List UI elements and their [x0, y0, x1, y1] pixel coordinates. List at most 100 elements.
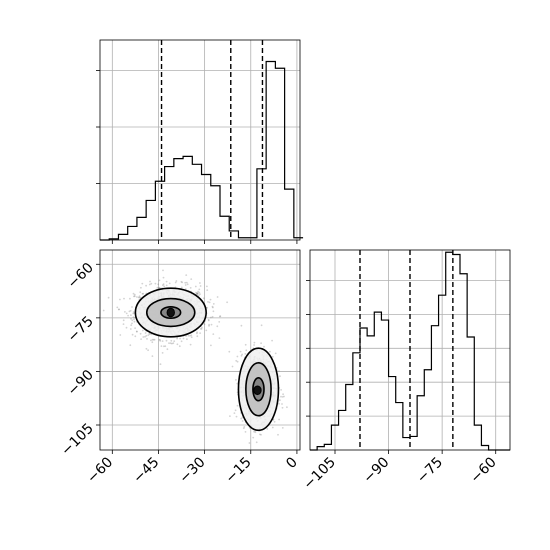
scatter-point — [260, 342, 262, 345]
scatter-point — [165, 339, 168, 342]
scatter-point — [199, 332, 202, 334]
scatter-point — [278, 370, 280, 373]
scatter-point — [145, 284, 148, 287]
scatter-point — [133, 293, 136, 296]
scatter-point — [259, 433, 261, 436]
scatter-point — [165, 284, 168, 287]
scatter-point — [282, 393, 284, 396]
scatter-point — [136, 330, 138, 333]
scatter-point — [160, 345, 163, 347]
scatter-point — [198, 288, 201, 291]
scatter-point — [231, 365, 234, 368]
scatter-point — [168, 282, 171, 285]
scatter-point — [119, 334, 122, 336]
scatter-point — [198, 294, 200, 297]
scatter-point — [243, 426, 246, 428]
scatter-point — [130, 324, 133, 327]
scatter-point — [199, 282, 201, 284]
scatter-point — [196, 331, 199, 334]
scatter-point — [189, 343, 192, 346]
scatter-point — [186, 338, 188, 341]
scatter-point — [209, 298, 212, 301]
scatter-point — [197, 290, 200, 293]
scatter-point — [236, 404, 239, 407]
scatter-point — [206, 285, 208, 288]
x-tick-label: −75 — [414, 454, 446, 486]
scatter-point — [274, 352, 277, 355]
scatter-point — [212, 310, 215, 313]
scatter-point — [196, 292, 199, 295]
scatter-point — [136, 296, 138, 298]
x-tick-label: −105 — [300, 454, 339, 493]
scatter-point — [271, 339, 273, 342]
scatter-point — [216, 325, 219, 328]
scatter-point — [253, 341, 256, 344]
scatter-point — [226, 301, 229, 304]
scatter-point — [241, 353, 244, 356]
scatter-point — [132, 292, 135, 295]
scatter-xy-frame — [99, 249, 301, 451]
scatter-point — [122, 323, 125, 325]
scatter-point — [196, 335, 199, 338]
scatter-point — [196, 332, 198, 335]
scatter-point — [142, 336, 145, 338]
scatter-point — [127, 314, 129, 317]
y-tick-label: −60 — [65, 260, 97, 292]
scatter-point — [273, 420, 276, 423]
scatter-point — [196, 292, 198, 295]
scatter-point — [190, 336, 193, 339]
scatter-point — [129, 344, 132, 347]
x-tick-label: −15 — [223, 454, 255, 486]
scatter-point — [236, 360, 239, 363]
scatter-point — [236, 355, 239, 358]
scatter-point — [184, 288, 187, 290]
hist-x-yticks — [96, 70, 100, 184]
scatter-point — [219, 315, 221, 318]
scatter-point — [271, 355, 274, 358]
scatter-xy-yticks: −60 −75 −90 −105 — [58, 260, 100, 459]
scatter-point — [180, 340, 183, 343]
scatter-point — [207, 301, 209, 303]
scatter-point — [123, 297, 125, 300]
hist-y-xticks: −105 −90 −75 −60 — [300, 450, 500, 493]
scatter-point — [281, 403, 283, 405]
scatter-point — [278, 402, 280, 405]
scatter-point — [269, 350, 271, 353]
scatter-point — [190, 334, 193, 337]
scatter-point — [210, 344, 212, 347]
scatter-point — [171, 342, 173, 345]
scatter-point — [254, 431, 257, 434]
scatter-point — [194, 285, 197, 288]
hist-x-grid — [100, 40, 300, 240]
hist-y-yticks — [306, 280, 310, 417]
scatter-point — [260, 433, 262, 436]
x-tick-label: −60 — [84, 454, 116, 486]
scatter-point — [184, 281, 187, 284]
scatter-point — [206, 306, 209, 309]
scatter-point — [146, 338, 148, 340]
scatter-point — [125, 312, 128, 315]
scatter-point — [218, 321, 221, 323]
x-tick-label: −45 — [130, 454, 162, 486]
scatter-point — [150, 282, 153, 285]
x-tick-label: −60 — [468, 454, 500, 486]
scatter-point — [200, 328, 203, 330]
scatter-point — [280, 389, 282, 391]
scatter-point — [141, 292, 144, 295]
scatter-point — [190, 278, 193, 280]
scatter-point — [277, 433, 279, 436]
scatter-point — [140, 338, 143, 340]
scatter-point — [156, 286, 159, 289]
scatter-point — [219, 315, 222, 317]
scatter-point — [286, 406, 288, 409]
scatter-point — [255, 441, 258, 444]
scatter-point — [174, 281, 177, 284]
scatter-point — [208, 325, 210, 327]
scatter-point — [147, 349, 150, 352]
scatter-point — [129, 309, 132, 312]
hist-x-histogram-line — [100, 60, 304, 241]
scatter-point — [180, 286, 183, 289]
scatter-point — [107, 296, 110, 299]
scatter-point — [157, 283, 160, 286]
scatter-point — [145, 334, 148, 337]
